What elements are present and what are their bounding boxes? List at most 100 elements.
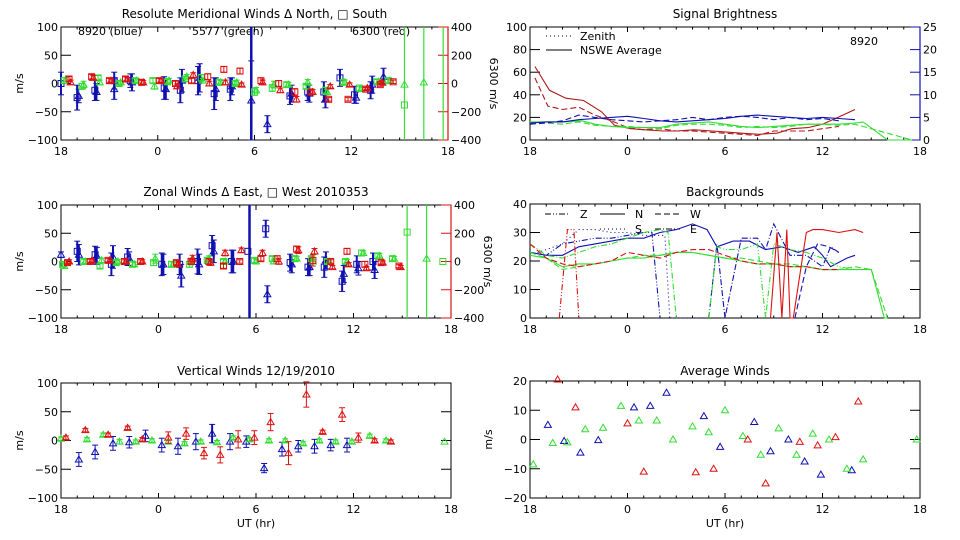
data-point-triangle: [188, 70, 198, 79]
data-point-triangle: [113, 257, 123, 265]
plot-frame: [529, 380, 921, 499]
data-point-square: [208, 242, 216, 250]
chart-title: Signal Brightness: [673, 7, 778, 21]
data-point-triangle: [275, 85, 285, 94]
data-point-triangle: [264, 436, 274, 444]
data-point-triangle: [108, 438, 118, 447]
data-point-triangle: [842, 464, 852, 472]
data-point-triangle: [354, 433, 363, 441]
chart-zonal: Zonal Winds Δ East, □ West 2010353 18 0 6 12…: [13, 185, 494, 336]
right-y-tick-label: 200: [454, 227, 475, 240]
data-point-triangle: [263, 119, 272, 128]
data-point-triangle: [180, 438, 189, 447]
data-point-triangle: [87, 255, 97, 264]
data-point-triangle: [375, 251, 384, 259]
data-point-triangle: [553, 375, 562, 383]
data-point-triangle: [310, 441, 319, 450]
data-point-triangle: [216, 77, 226, 86]
data-point-triangle: [150, 81, 159, 90]
chart-title: Resolute Meridional Winds Δ North, □ Sou…: [122, 7, 388, 21]
data-point-triangle: [853, 396, 863, 405]
right-y-tick-label: 400: [451, 21, 472, 34]
data-point-triangle: [548, 438, 558, 447]
data-point-triangle: [298, 438, 308, 447]
data-point-triangle: [662, 388, 671, 396]
data-point-triangle: [232, 77, 242, 86]
x-axis-label: UT (hr): [706, 517, 744, 530]
data-point-triangle: [386, 437, 396, 445]
series-line: [529, 229, 677, 319]
x-tick-label: 12: [344, 145, 358, 158]
data-point-triangle: [580, 424, 590, 433]
legend-label: N: [635, 208, 643, 221]
data-point-triangle: [173, 441, 183, 450]
data-point-triangle: [639, 467, 649, 475]
data-point-triangle: [90, 447, 100, 455]
y-tick-label: 100: [37, 199, 58, 212]
data-point-triangle: [215, 450, 225, 458]
data-point-triangle: [303, 77, 313, 86]
y-axis-label: m/s: [13, 73, 26, 93]
series-line: [530, 121, 913, 141]
x-tick-label: 18: [523, 145, 537, 158]
right-y-tick-label: −400: [451, 134, 481, 147]
data-point-triangle: [322, 87, 332, 95]
data-point-triangle: [370, 265, 379, 273]
plot-frame: [529, 203, 921, 319]
series-line: [529, 114, 856, 124]
data-point-triangle: [774, 423, 783, 432]
data-point-square: [262, 225, 270, 233]
data-point-triangle: [121, 257, 131, 265]
right-y-tick-label: 0: [454, 256, 461, 269]
data-point-triangle: [363, 83, 372, 92]
data-point-triangle: [652, 415, 662, 424]
x-tick-label: 0: [154, 145, 161, 158]
y-tick-label: 20: [513, 255, 527, 268]
data-point-triangle: [292, 94, 301, 103]
data-point-triangle: [331, 437, 340, 445]
data-point-triangle: [365, 431, 375, 439]
data-point-square: [338, 277, 346, 285]
y-axis-label: m/s: [482, 429, 495, 449]
series-line: [529, 251, 889, 319]
data-point-triangle: [82, 434, 92, 443]
y-tick-label: 0: [51, 256, 58, 269]
data-point-triangle: [668, 435, 678, 443]
data-point-triangle: [122, 75, 132, 83]
data-point-triangle: [228, 433, 238, 441]
y-tick-label: 100: [37, 21, 58, 34]
data-point-triangle: [816, 470, 826, 478]
data-point-triangle: [559, 436, 569, 444]
data-point-triangle: [141, 431, 150, 439]
series-line: [769, 229, 864, 319]
data-point-triangle: [378, 258, 388, 266]
data-point-triangle: [266, 417, 275, 426]
data-point-triangle: [221, 77, 230, 86]
data-point-triangle: [328, 262, 337, 271]
data-point-triangle: [109, 84, 119, 93]
data-point-square: [236, 67, 244, 75]
data-point-square: [275, 80, 283, 87]
data-point-triangle: [150, 254, 160, 262]
data-point-triangle: [381, 436, 391, 444]
data-point-square: [400, 101, 408, 109]
data-point-square: [220, 65, 228, 73]
data-point-triangle: [124, 437, 134, 446]
data-point-square: [389, 78, 397, 86]
y-tick-label: 10: [513, 404, 527, 417]
data-point-triangle: [56, 434, 66, 442]
data-point-triangle: [598, 423, 608, 431]
data-point-triangle: [163, 437, 173, 445]
series-line: [529, 114, 839, 125]
data-point-triangle: [345, 80, 355, 88]
x-tick-label: 6: [253, 323, 260, 336]
data-point-triangle: [161, 84, 171, 93]
data-point-triangle: [225, 437, 235, 445]
data-point-square: [244, 247, 252, 255]
data-point-triangle: [138, 77, 148, 86]
data-point-triangle: [209, 246, 219, 255]
data-point-triangle: [593, 435, 603, 444]
data-point-square: [344, 95, 352, 103]
y-tick-label: −20: [504, 492, 527, 505]
x-tick-label: 0: [155, 503, 162, 516]
